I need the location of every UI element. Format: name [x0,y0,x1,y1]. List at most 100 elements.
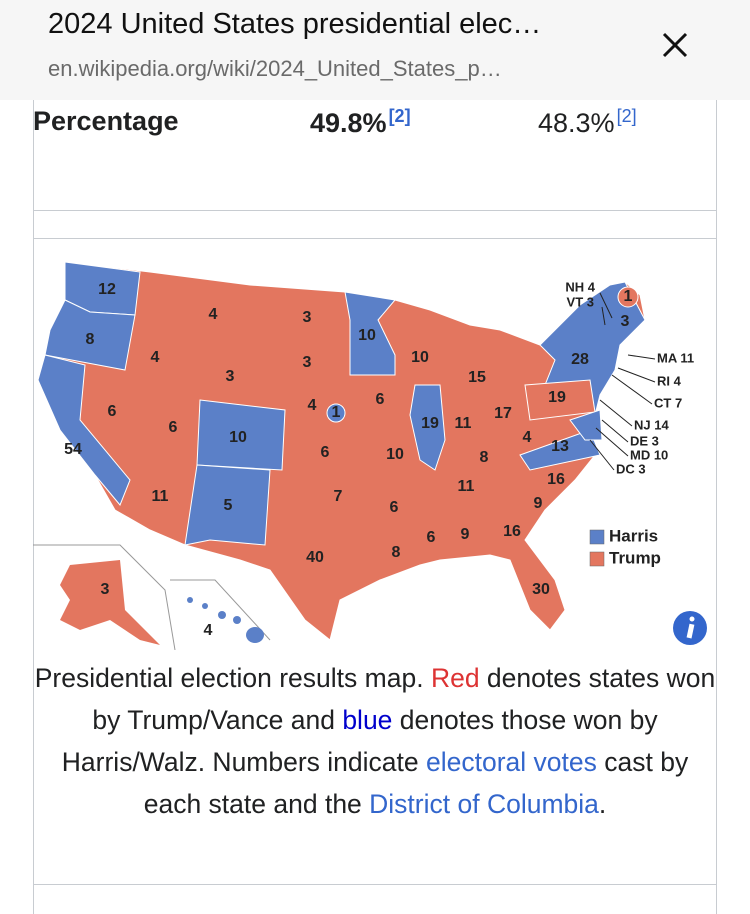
link[interactable]: electoral votes [426,747,597,777]
electoral-votes: 4 [204,622,213,639]
browser-header: 2024 United States presidential elec… en… [0,0,750,100]
electoral-votes: 4 [308,397,317,414]
electoral-votes: 17 [494,405,512,422]
table-border [33,100,34,914]
electoral-votes: 16 [547,471,565,488]
nebraska-district [326,403,346,423]
caption-text: denotes those won by Harris/Walz. Number… [61,705,658,777]
electoral-votes: 12 [98,281,116,298]
electoral-votes: 3 [303,354,312,371]
state [409,384,446,471]
electoral-votes: 40 [306,549,324,566]
electoral-votes: 15 [468,369,486,386]
electoral-votes: 10 [386,446,404,463]
link[interactable]: District of Columbia [369,789,599,819]
states [37,261,646,641]
state-callout: DC 3 [616,461,646,476]
state-callout: MD 10 [630,447,668,462]
table-border [716,100,717,914]
electoral-votes: 19 [548,389,566,406]
electoral-votes: 6 [108,403,117,420]
state-callout: MA 11 [657,350,694,365]
caption-text: . [598,789,607,819]
electoral-votes: 10 [229,429,247,446]
candidate-percentage: 48.3% [2] [538,106,637,139]
caption-text: cast by each state and the [143,747,689,819]
reference[interactable]: [2] [616,106,637,126]
inset-border [170,579,271,641]
electoral-votes: 6 [390,499,399,516]
contiguous-us [39,261,646,641]
electoral-votes: 6 [376,391,385,408]
state [196,399,286,471]
map-caption: Presidential election results map. Red d… [30,657,720,825]
state [344,291,396,376]
electoral-votes: 5 [224,497,233,514]
state [519,429,601,471]
electoral-votes: 3 [621,313,630,330]
electoral-votes: 10 [358,327,376,344]
state-callout: CT 7 [654,395,682,410]
legend-swatch [589,551,605,567]
row-border [33,238,717,239]
state-callout: NJ 14 [634,417,669,432]
electoral-votes: 8 [392,544,401,561]
caption-text: blue [342,705,393,735]
electoral-votes: 3 [226,368,235,385]
electoral-votes: 9 [461,526,470,543]
electoral-votes: 9 [534,495,543,512]
electoral-votes: 3 [101,581,110,598]
electoral-votes: 19 [421,415,439,432]
electoral-votes: 7 [334,488,343,505]
electoral-votes: 1 [624,288,633,305]
caption-text: Presidential election results map. [34,663,431,693]
electoral-votes: 4 [151,349,160,366]
legend-label: Harris [609,526,658,545]
value: 49.8% [310,108,387,138]
legend-swatch [589,529,605,545]
page-title: 2024 United States presidential elec… [48,8,542,40]
caption-text: denotes states won by Trump/Vance and [92,663,716,735]
caption-text: Red [430,663,480,693]
electoral-votes: 11 [455,415,472,432]
electoral-votes: 1 [332,404,341,421]
insets [33,544,271,650]
state-callout: NH 4 [565,279,595,294]
state [569,409,603,441]
electoral-votes: 8 [480,449,489,466]
electoral-votes: 16 [503,523,521,540]
electoral-votes: 6 [427,529,436,546]
electoral-votes: 13 [551,438,569,455]
callout-lines [589,292,656,471]
electoral-votes: 11 [458,478,475,495]
value: 48.3% [538,108,615,138]
maine-district [617,286,639,308]
electoral-votes: 8 [86,331,95,348]
close-button[interactable] [660,30,690,60]
electoral-votes: 3 [303,309,312,326]
row-border [33,884,717,885]
state [44,299,136,371]
page-url: en.wikipedia.org/wiki/2024_United_States… [48,56,502,81]
electoral-votes: 28 [571,351,589,368]
state [184,464,271,546]
electoral-votes: 11 [152,488,169,505]
inset-border [33,544,176,650]
alaska [60,560,160,645]
electoral-votes: 30 [532,581,550,598]
hawaii [187,597,264,643]
candidate-percentage: 49.8% [2] [310,106,411,139]
info-icon[interactable] [673,611,707,645]
reference[interactable]: [2] [388,106,411,126]
electoral-votes: 54 [64,441,82,458]
legend: Harris Trump [589,526,661,567]
state [37,354,131,506]
row-label: Percentage [33,106,179,136]
row-border [33,210,717,211]
electoral-votes: 4 [209,306,218,323]
state-callout: RI 4 [657,373,682,388]
state-callout: DE 3 [630,433,659,448]
electoral-votes: 4 [523,429,532,446]
